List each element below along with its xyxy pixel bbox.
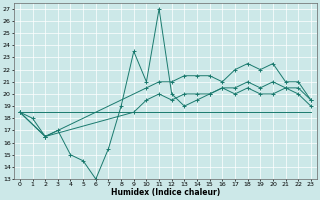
X-axis label: Humidex (Indice chaleur): Humidex (Indice chaleur) (111, 188, 220, 197)
